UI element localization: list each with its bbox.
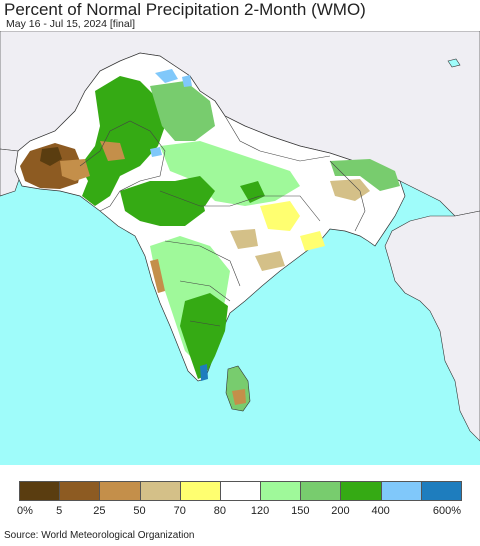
region-very-dry-core xyxy=(40,147,62,166)
region-moist-central xyxy=(160,141,300,206)
legend-tick-label: 600% xyxy=(432,505,462,517)
map-subtitle: May 16 - Jul 15, 2024 [final] xyxy=(6,18,135,30)
legend-tick-label: 70 xyxy=(173,505,186,517)
legend-swatch xyxy=(420,481,462,501)
region-deficit-east xyxy=(260,201,325,251)
legend-tick-label: 50 xyxy=(133,505,146,517)
map-canvas xyxy=(0,31,480,442)
region-very-wet-kashmir xyxy=(155,69,192,87)
map-title: Percent of Normal Precipitation 2-Month … xyxy=(4,0,366,19)
legend-swatch xyxy=(260,481,302,501)
country-borders xyxy=(79,115,366,327)
region-moist-northwest xyxy=(150,81,215,141)
legend-tick-label: 200 xyxy=(331,505,350,517)
legend-tick-label: 400 xyxy=(371,505,390,517)
region-dry-fringe xyxy=(60,141,125,181)
legend-swatch xyxy=(300,481,342,501)
legend-swatch xyxy=(219,481,262,501)
legend-swatch xyxy=(179,481,221,501)
land-outside-east xyxy=(384,210,480,442)
legend-swatch xyxy=(19,481,61,501)
legend-tick-label: 25 xyxy=(93,505,106,517)
legend-swatch xyxy=(139,481,181,501)
region-very-wet-kerala xyxy=(200,364,208,381)
region-deficit-moderate xyxy=(230,179,370,271)
island-marker xyxy=(447,58,461,68)
region-wet-south xyxy=(180,293,228,379)
region-very-wet-punjab xyxy=(150,147,162,157)
legend-tick-label: 80 xyxy=(213,505,227,517)
precipitation-map xyxy=(0,31,480,465)
region-dry-westcoast xyxy=(150,259,165,293)
legend-tick-label: 150 xyxy=(291,505,310,517)
region-wet-central xyxy=(175,176,265,206)
legend-tick-label: 0% xyxy=(17,505,33,517)
legend-swatch xyxy=(380,481,422,501)
region-wet-bangladesh-east xyxy=(330,159,400,191)
legend-swatch xyxy=(340,481,382,501)
legend-swatch xyxy=(59,481,101,501)
region-dry-sri-lanka xyxy=(232,389,246,405)
legend-tick-label: 120 xyxy=(250,505,270,517)
region-wet-northwest xyxy=(80,76,165,206)
legend-swatch xyxy=(99,481,141,501)
legend-tick-label: 5 xyxy=(56,505,63,517)
source-credit: Source: World Meteorological Organizatio… xyxy=(4,530,195,541)
